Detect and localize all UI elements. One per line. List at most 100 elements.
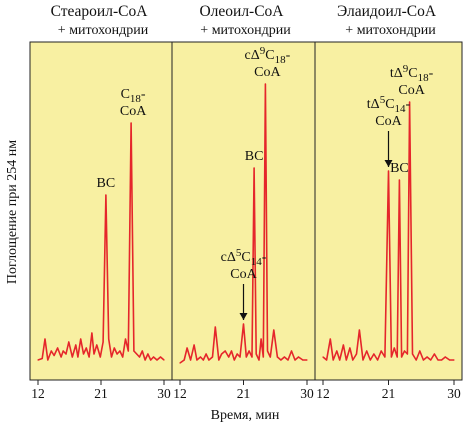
data-point (398, 179, 400, 181)
data-point (99, 356, 101, 358)
data-point (77, 356, 79, 358)
data-point (294, 359, 296, 361)
x-tick-label: 12 (31, 386, 45, 401)
data-point (41, 357, 43, 360)
peak-label: cΔ5C14- (221, 247, 267, 268)
data-point (453, 359, 455, 361)
data-point (141, 350, 143, 352)
data-point (248, 350, 250, 352)
peak-label: CoA (120, 104, 147, 119)
data-point (280, 359, 282, 361)
data-point (390, 356, 392, 358)
data-point (403, 350, 406, 352)
data-point (218, 359, 220, 361)
data-point (393, 347, 395, 349)
data-point (419, 350, 421, 352)
data-point (345, 359, 347, 361)
data-point (202, 359, 204, 361)
data-point (433, 353, 435, 355)
data-point (245, 356, 247, 358)
data-point (396, 356, 398, 358)
data-point (105, 194, 107, 196)
data-point (186, 347, 188, 349)
panel-1: Стеароил-CoA + митохондрии 12 21 30 BC C18-CoA (29, 3, 173, 401)
data-point (362, 359, 364, 361)
data-point (183, 359, 185, 361)
data-point (302, 359, 304, 361)
data-point (119, 350, 121, 352)
data-point (179, 362, 181, 364)
data-point (251, 356, 253, 358)
data-point (116, 353, 118, 355)
peak-label: tΔ9C18- (390, 63, 434, 84)
peak-label: CoA (254, 65, 281, 80)
data-point (93, 353, 95, 355)
data-point (133, 350, 135, 352)
data-point (113, 347, 115, 349)
data-point (287, 359, 289, 361)
data-point (127, 350, 129, 352)
chromatogram-trace (179, 83, 307, 364)
peak-label: cΔ9C18- (245, 45, 291, 66)
data-point (65, 353, 67, 355)
data-point (91, 332, 93, 334)
data-point (108, 338, 110, 340)
data-point (211, 356, 214, 358)
data-point (401, 356, 403, 358)
data-point (332, 359, 334, 361)
data-point (322, 356, 324, 358)
data-point (62, 350, 64, 352)
data-point (44, 338, 46, 340)
panel-subtitle: + митохондрии (345, 23, 436, 38)
panel-3: Элаидоил-CoA + митохондрии 12 21 30 tΔ5C14-Co… (314, 3, 463, 401)
data-point (110, 356, 113, 358)
data-point (355, 353, 358, 355)
data-point (60, 356, 62, 358)
data-point (441, 359, 443, 361)
data-point (366, 350, 368, 352)
data-point (230, 350, 233, 352)
data-point (50, 350, 52, 352)
data-point (255, 353, 257, 355)
data-point (147, 353, 149, 355)
data-point (339, 359, 341, 361)
x-tick-label: 12 (173, 386, 187, 401)
data-point (239, 356, 241, 358)
data-point (369, 359, 371, 361)
data-point (208, 359, 210, 361)
data-point (71, 356, 73, 358)
data-point (150, 359, 152, 361)
data-point (297, 356, 300, 358)
data-point (283, 356, 285, 358)
data-point (214, 326, 216, 328)
data-point (411, 353, 414, 355)
data-point (122, 356, 124, 358)
data-point (205, 353, 207, 355)
data-point (260, 338, 262, 340)
data-point (377, 359, 379, 361)
data-point (85, 347, 87, 349)
arrow-head (239, 313, 248, 320)
panel-title: Олеоил-CoA (199, 3, 284, 20)
data-point (159, 356, 162, 358)
peak-label: CoA (375, 114, 402, 129)
data-point (68, 341, 70, 343)
peak-label: CoA (398, 83, 425, 98)
data-point (290, 350, 293, 352)
peak-label: C18- (121, 87, 146, 105)
data-point (96, 344, 98, 346)
data-point (422, 359, 424, 361)
data-point (82, 353, 85, 355)
data-point (326, 359, 328, 361)
data-point (152, 356, 155, 358)
peak-label: CoA (230, 267, 257, 282)
data-point (236, 353, 238, 355)
data-point (190, 359, 192, 361)
data-point (53, 354, 55, 357)
data-point (37, 359, 39, 361)
chromatogram-trace (37, 122, 165, 361)
data-point (306, 359, 308, 361)
